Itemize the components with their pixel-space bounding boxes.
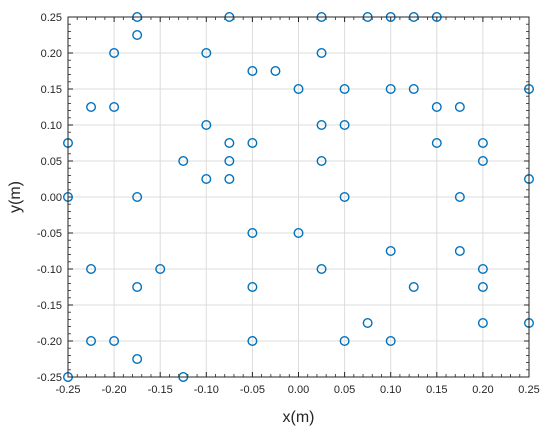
x-axis-label: x(m) bbox=[283, 409, 315, 426]
x-tick-label: -0.25 bbox=[55, 384, 80, 396]
data-point bbox=[201, 119, 212, 130]
data-point bbox=[224, 173, 235, 184]
data-point bbox=[224, 137, 235, 148]
y-axis-label: y(m) bbox=[7, 181, 24, 213]
data-point bbox=[454, 245, 465, 256]
data-point bbox=[86, 264, 97, 275]
y-tick-label: -0.20 bbox=[37, 336, 62, 348]
x-tick-label: 0.05 bbox=[334, 384, 355, 396]
data-point bbox=[109, 48, 120, 59]
x-tick-label: 0.20 bbox=[472, 384, 493, 396]
grid-lines bbox=[68, 17, 529, 377]
data-point bbox=[477, 264, 488, 275]
data-point bbox=[339, 191, 350, 202]
x-tick-label: -0.20 bbox=[102, 384, 127, 396]
data-point bbox=[408, 83, 419, 94]
data-point bbox=[454, 101, 465, 112]
data-point bbox=[132, 282, 143, 293]
data-point bbox=[247, 282, 258, 293]
data-point bbox=[224, 155, 235, 166]
data-point bbox=[247, 137, 258, 148]
data-point bbox=[477, 282, 488, 293]
data-point bbox=[385, 83, 396, 94]
data-point bbox=[132, 191, 143, 202]
data-point bbox=[201, 173, 212, 184]
data-point bbox=[431, 137, 442, 148]
data-point bbox=[155, 264, 166, 275]
data-point bbox=[477, 318, 488, 329]
data-point bbox=[339, 336, 350, 347]
data-point bbox=[339, 83, 350, 94]
plot-frame bbox=[67, 16, 530, 378]
data-point bbox=[247, 227, 258, 238]
x-tick-label: -0.15 bbox=[148, 384, 173, 396]
x-tick-label: -0.10 bbox=[194, 384, 219, 396]
data-point bbox=[316, 119, 327, 130]
data-point bbox=[109, 336, 120, 347]
data-point bbox=[362, 318, 373, 329]
y-tick-label: 0.25 bbox=[41, 12, 62, 24]
y-tick-label: -0.25 bbox=[37, 372, 62, 384]
data-point bbox=[247, 336, 258, 347]
data-point bbox=[86, 336, 97, 347]
data-point bbox=[385, 245, 396, 256]
x-tick-labels: -0.25 -0.20 -0.15 -0.10 -0.05 0.00 0.05 0.10 0.1… bbox=[55, 384, 539, 396]
y-tick-label: -0.10 bbox=[37, 264, 62, 276]
x-tick-label: 0.10 bbox=[380, 384, 401, 396]
y-tick-label: 0.10 bbox=[41, 120, 62, 132]
data-point bbox=[201, 48, 212, 59]
y-tick-labels: 0.25 0.20 0.15 0.10 0.05 0.00 -0.05 -0.10 -0.15 -… bbox=[37, 12, 62, 384]
data-point bbox=[270, 65, 281, 76]
data-point bbox=[247, 65, 258, 76]
y-tick-label: 0.20 bbox=[41, 48, 62, 60]
data-point bbox=[431, 101, 442, 112]
data-point bbox=[132, 30, 143, 41]
data-point bbox=[316, 264, 327, 275]
data-point bbox=[132, 354, 143, 365]
data-point bbox=[477, 137, 488, 148]
y-tick-label: 0.00 bbox=[41, 192, 62, 204]
y-tick-label: 0.15 bbox=[41, 84, 62, 96]
x-tick-label: -0.05 bbox=[240, 384, 265, 396]
data-point bbox=[109, 101, 120, 112]
y-tick-label: -0.15 bbox=[37, 300, 62, 312]
data-point bbox=[178, 155, 189, 166]
data-point bbox=[293, 83, 304, 94]
x-tick-label: 0.15 bbox=[426, 384, 447, 396]
data-point bbox=[316, 48, 327, 59]
x-tick-label: 0.00 bbox=[288, 384, 309, 396]
y-tick-label: -0.05 bbox=[37, 228, 62, 240]
y-tick-label: 0.05 bbox=[41, 156, 62, 168]
data-point bbox=[477, 155, 488, 166]
data-point bbox=[86, 101, 97, 112]
data-point bbox=[408, 282, 419, 293]
data-point bbox=[316, 155, 327, 166]
x-tick-label: 0.25 bbox=[518, 384, 539, 396]
data-point bbox=[339, 119, 350, 130]
data-point bbox=[454, 191, 465, 202]
data-point bbox=[293, 227, 304, 238]
data-point bbox=[385, 336, 396, 347]
